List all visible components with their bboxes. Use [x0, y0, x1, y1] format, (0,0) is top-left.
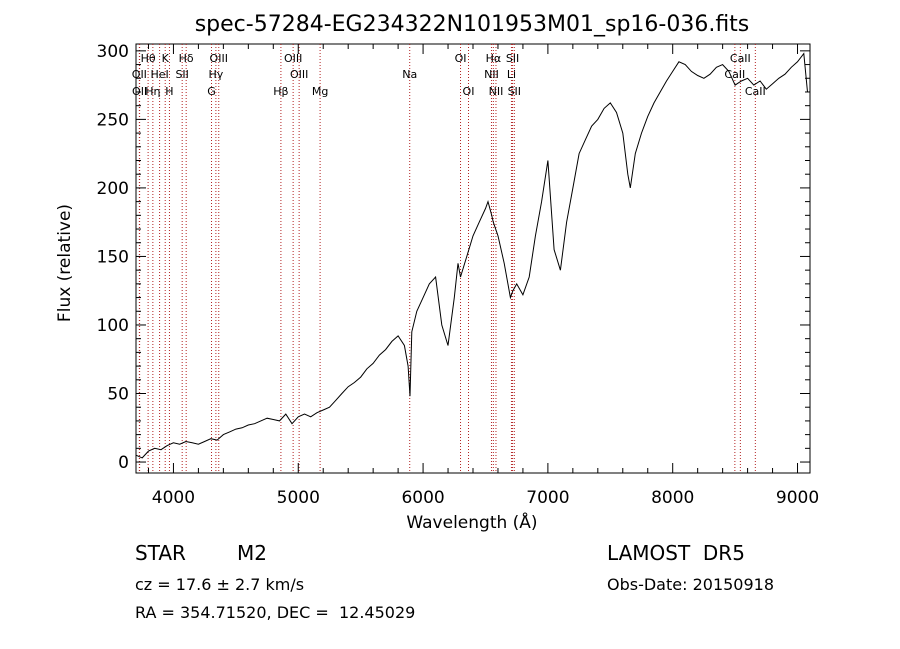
line-marker-label: Hη [145, 85, 160, 98]
y-axis-label: Flux (relative) [55, 204, 75, 322]
axes: 4000 5000 6000 7000 8000 9000 0 50 100 150 200 250 3… [97, 42, 820, 508]
survey-name: LAMOST DR5 [607, 541, 745, 565]
line-marker-label: OIII [210, 52, 228, 65]
line-marker-label: CaII [745, 85, 766, 98]
line-marker-label: CaII [724, 68, 745, 81]
x-tick-label: 7000 [526, 488, 569, 508]
line-marker-label: G [207, 85, 216, 98]
line-marker-label: Hθ [141, 52, 156, 65]
x-tick-label: 8000 [651, 488, 694, 508]
line-marker-label: NII [489, 85, 504, 98]
line-marker-label: OI [455, 52, 467, 65]
line-marker-label: Na [402, 68, 417, 81]
observation-date: Obs-Date: 20150918 [607, 575, 775, 594]
y-tick-label: 200 [97, 179, 129, 199]
spectrum-series-line [135, 52, 808, 459]
line-marker-label: OIII [284, 52, 302, 65]
line-markers [138, 44, 756, 473]
line-marker-label: OI [463, 85, 475, 98]
ra-dec: RA = 354.71520, DEC = 12.45029 [135, 603, 416, 622]
line-marker-label: SII [508, 85, 521, 98]
line-marker-label: CaII [730, 52, 751, 65]
line-marker-label: SII [506, 52, 519, 65]
y-tick-label: 250 [97, 110, 129, 130]
x-tick-label: 6000 [401, 488, 444, 508]
line-marker-label: H [165, 85, 173, 98]
line-marker-label: Hβ [273, 85, 288, 98]
x-axis-label: Wavelength (Å) [406, 511, 537, 533]
x-tick-label: 9000 [776, 488, 819, 508]
line-marker-label: SII [175, 68, 188, 81]
chart-title: spec-57284-EG234322N101953M01_sp16-036.f… [195, 12, 750, 37]
line-marker-label: Hδ [179, 52, 194, 65]
object-class: STAR [135, 541, 186, 565]
y-tick-label: 150 [97, 247, 129, 267]
x-tick-label: 5000 [277, 488, 320, 508]
object-subclass: M2 [237, 541, 267, 565]
redshift-cz: cz = 17.6 ± 2.7 km/s [135, 575, 305, 594]
y-tick-label: 0 [118, 453, 129, 473]
line-marker-label: Hγ [208, 68, 223, 81]
plot-frame [135, 43, 811, 474]
y-tick-label: 100 [97, 316, 129, 336]
line-marker-label: OII [132, 68, 147, 81]
y-tick-label: 50 [107, 385, 129, 405]
line-marker-label: NII [484, 68, 499, 81]
line-marker-label: OIII [290, 68, 308, 81]
x-tick-label: 4000 [152, 488, 195, 508]
line-marker-label: Mg [312, 85, 328, 98]
line-marker-label: K [162, 52, 170, 65]
line-marker-label: Li [507, 68, 516, 81]
line-marker-label: HeI [150, 68, 168, 81]
line-marker-label: Hα [486, 52, 502, 65]
y-tick-label: 300 [97, 42, 129, 62]
